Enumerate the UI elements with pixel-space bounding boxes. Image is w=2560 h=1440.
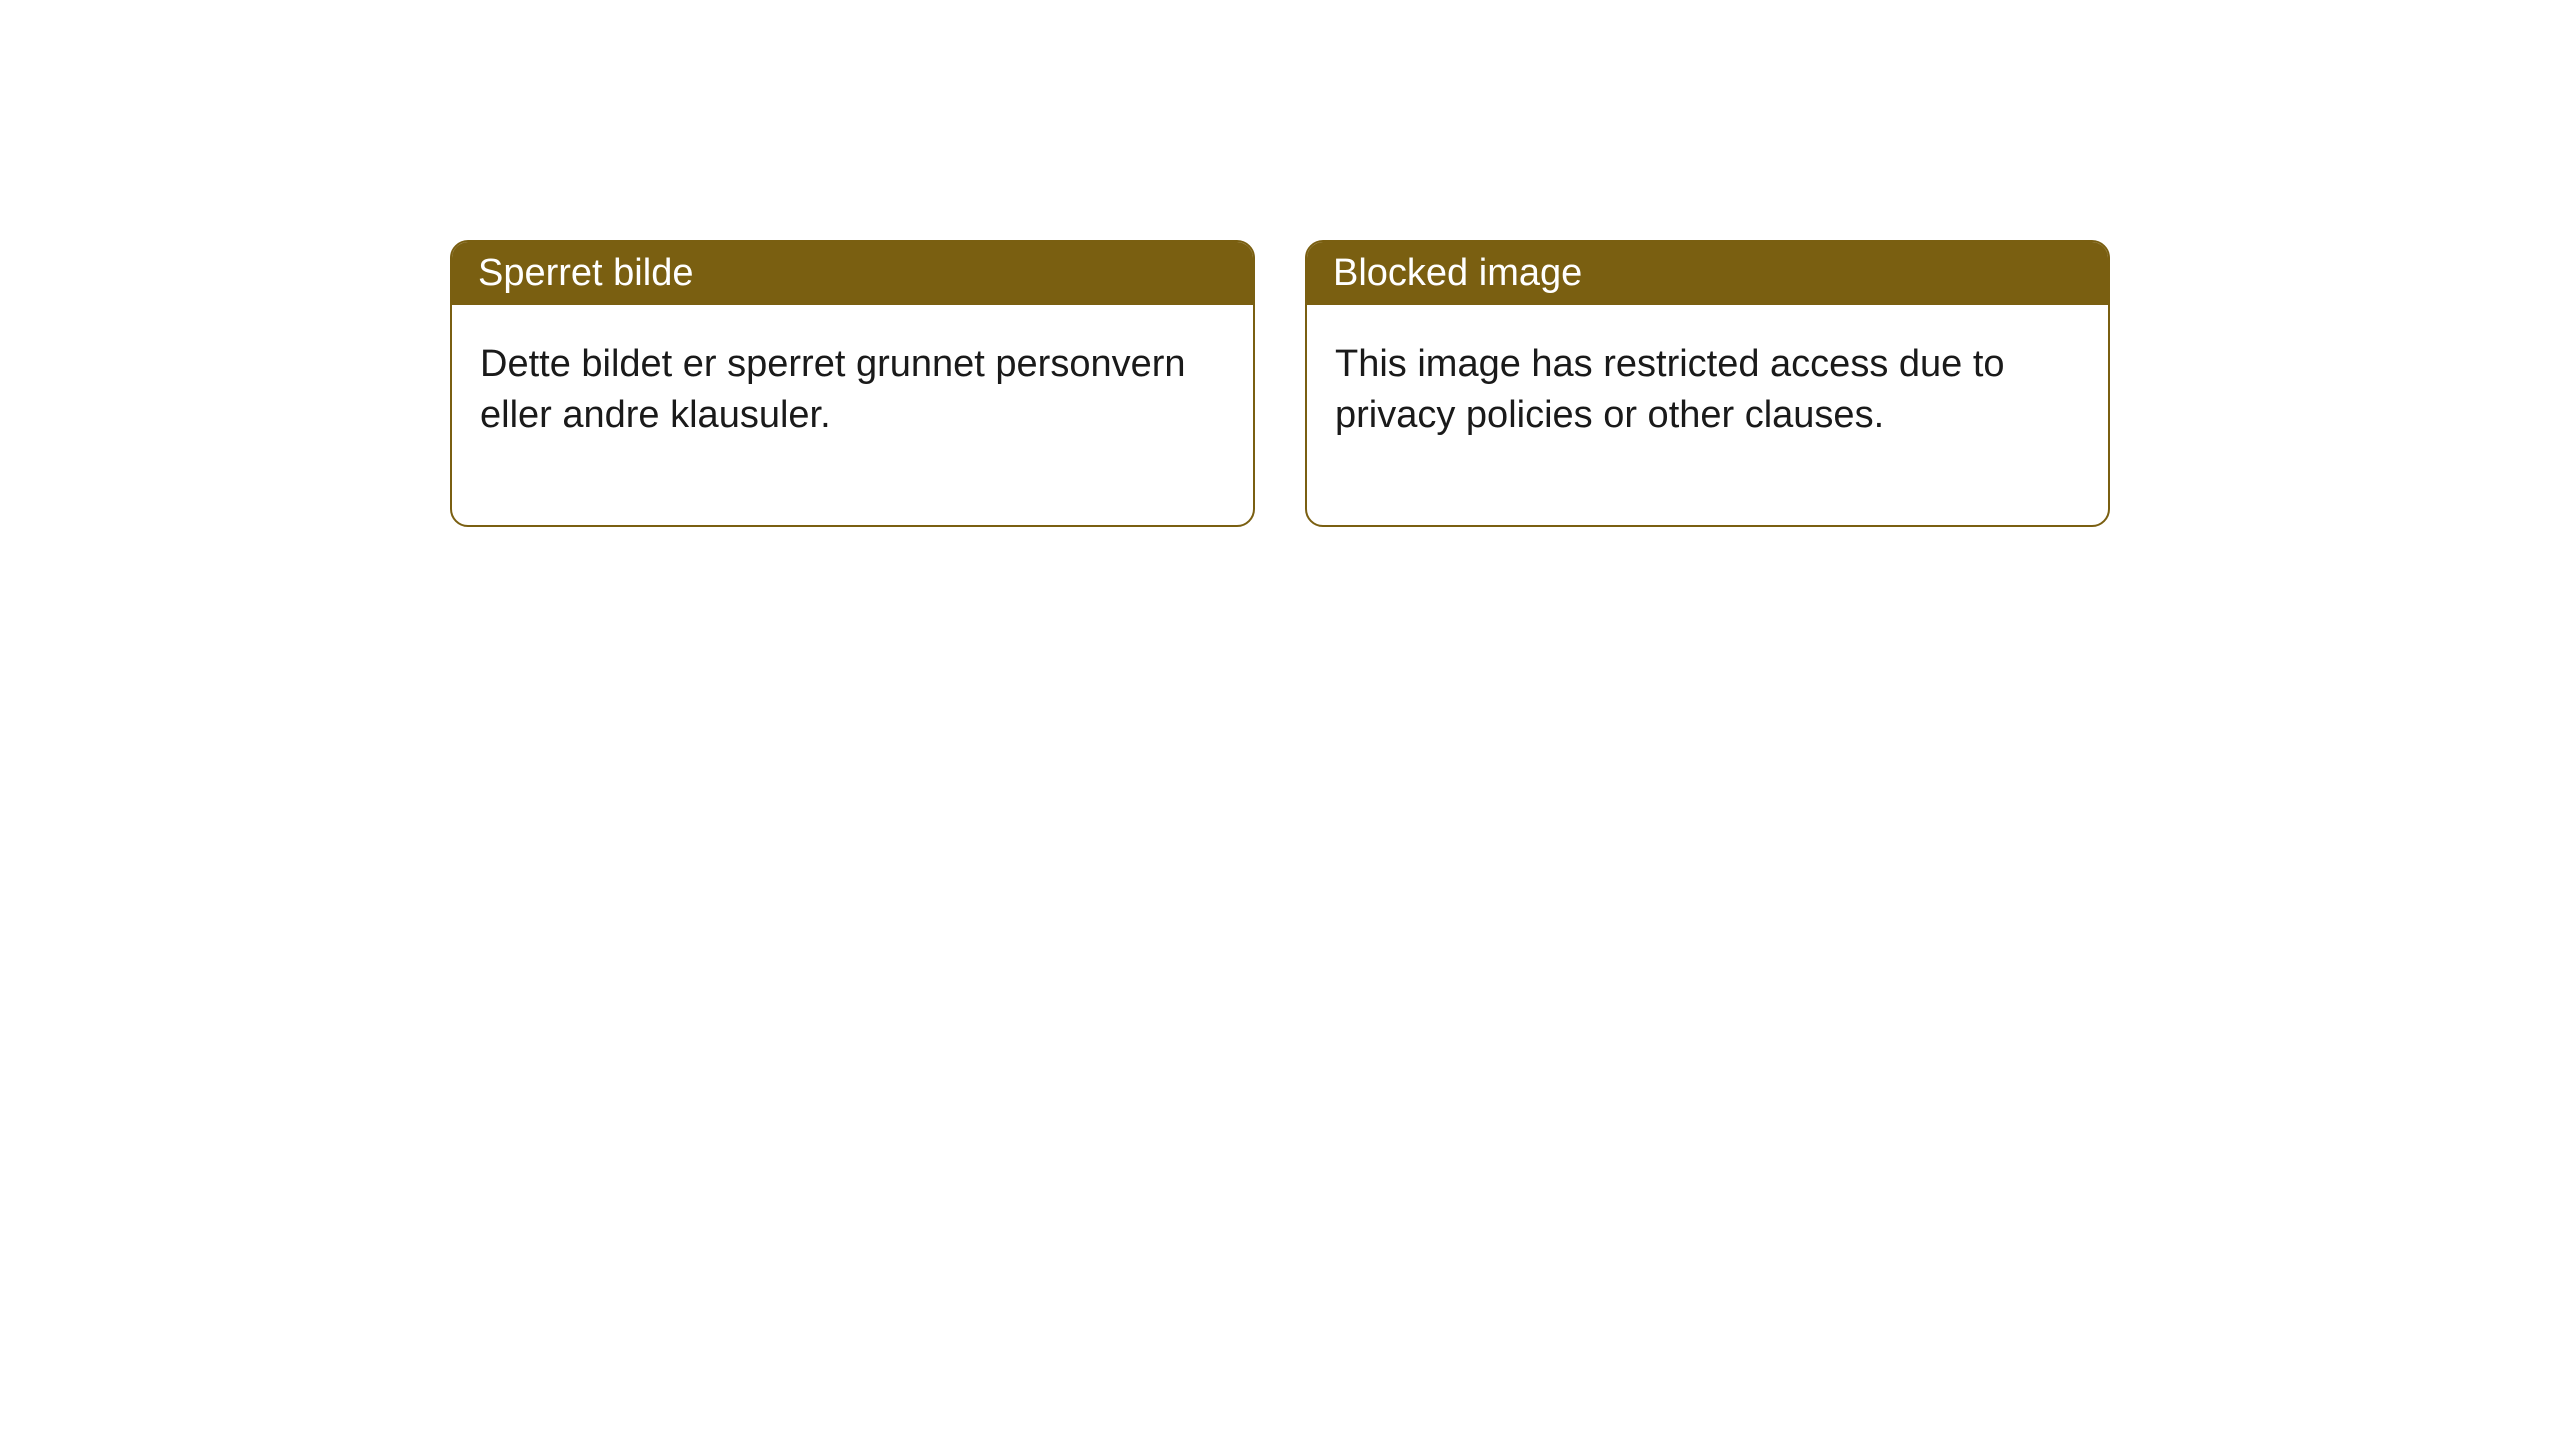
card-header: Blocked image (1307, 242, 2108, 305)
cards-container: Sperret bilde Dette bildet er sperret gr… (0, 0, 2560, 527)
card-body-text: Dette bildet er sperret grunnet personve… (480, 343, 1186, 436)
card-title: Blocked image (1333, 252, 1582, 294)
blocked-image-card-en: Blocked image This image has restricted … (1305, 240, 2110, 527)
card-body: This image has restricted access due to … (1307, 305, 2108, 525)
card-header: Sperret bilde (452, 242, 1253, 305)
card-title: Sperret bilde (478, 252, 693, 294)
card-body-text: This image has restricted access due to … (1335, 343, 2005, 436)
card-body: Dette bildet er sperret grunnet personve… (452, 305, 1253, 525)
blocked-image-card-no: Sperret bilde Dette bildet er sperret gr… (450, 240, 1255, 527)
